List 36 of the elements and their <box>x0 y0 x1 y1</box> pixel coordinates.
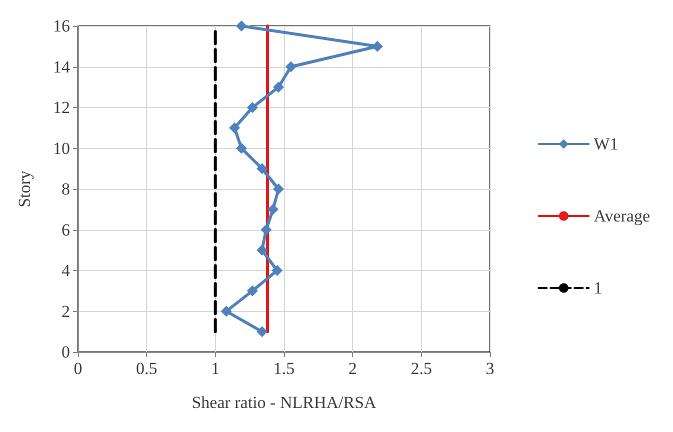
y-tick-label: 0 <box>62 342 70 362</box>
point <box>273 82 284 93</box>
x-axis-title: Shear ratio - NLRHA/RSA <box>192 393 378 412</box>
legend-label: W1 <box>594 134 618 154</box>
x-tick-label: 2 <box>348 359 357 378</box>
y-tick-label: 2 <box>62 302 70 321</box>
y-axis-title: Story <box>15 170 34 208</box>
x-tick-label: 1.5 <box>273 359 295 378</box>
point <box>236 20 247 32</box>
point <box>273 184 284 194</box>
point <box>272 265 283 276</box>
point <box>236 142 247 154</box>
x-tick-label: 0 <box>74 359 82 378</box>
x-tick-label: 0.5 <box>136 359 158 378</box>
point <box>260 224 272 236</box>
point <box>246 285 258 296</box>
point <box>246 102 258 113</box>
y-tick-label: 4 <box>62 261 70 280</box>
point <box>229 122 240 134</box>
point <box>256 163 268 174</box>
x-tick-label: 2.5 <box>410 359 432 378</box>
legend-label: Average <box>594 206 650 226</box>
y-tick-label: 10 <box>53 138 70 158</box>
point <box>285 61 296 72</box>
y-tick-label: 14 <box>53 57 70 76</box>
point <box>256 244 268 256</box>
y-tick-label: 12 <box>53 98 70 117</box>
x-tick-label: 3 <box>486 359 494 378</box>
point <box>268 204 279 215</box>
y-tick-label: 6 <box>62 220 70 240</box>
x-tick-label: 1 <box>211 359 220 378</box>
point <box>220 306 232 317</box>
point <box>256 326 268 338</box>
legend-label: 1 <box>594 278 602 298</box>
y-tick-label: 8 <box>62 180 70 198</box>
y-tick-label: 16 <box>53 16 70 36</box>
